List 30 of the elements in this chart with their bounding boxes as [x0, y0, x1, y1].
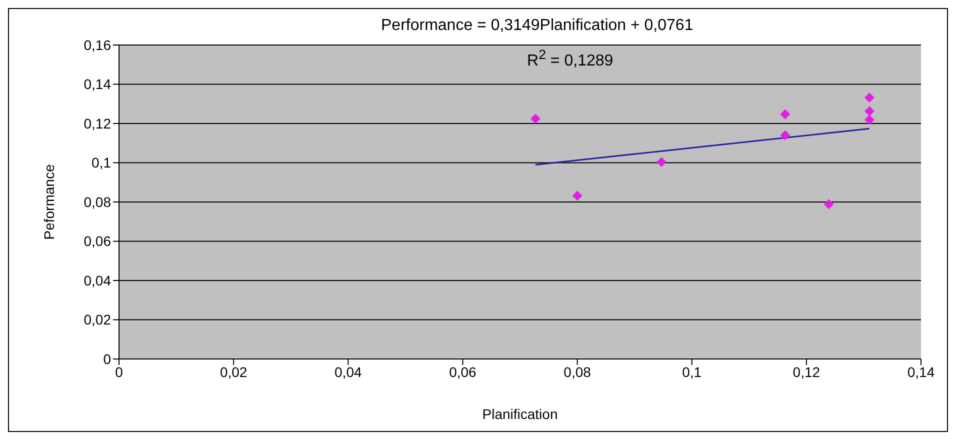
y-tick-label: 0,02	[84, 312, 112, 328]
annotation: R$^{2}$ = 0,1289	[527, 47, 614, 70]
x-tick-label: 0	[115, 364, 124, 380]
point	[864, 114, 874, 125]
x-tick-label: 0,02	[220, 364, 248, 380]
y-tick-label: 0,1	[92, 154, 112, 171]
y-tick-label: 0,06	[84, 233, 112, 250]
x-tick-label: 0,04	[334, 364, 362, 380]
y-tick-label: 0,14	[84, 76, 112, 92]
y-tick-label: 0,08	[84, 194, 112, 210]
point	[864, 106, 874, 116]
x-tick-label: 0,1	[682, 364, 702, 380]
y-axis-title: Peformance	[40, 164, 57, 240]
point	[780, 130, 790, 140]
text: Performance = 0,3149Planification + 0,0761	[381, 17, 694, 35]
x-tick-label: 0,12	[792, 364, 820, 380]
y-tick-label: 0	[103, 350, 112, 367]
x-tick-label: 0,06	[449, 364, 477, 380]
point	[824, 199, 834, 210]
point	[780, 109, 790, 120]
x-tick-label: 0,08	[564, 364, 592, 380]
x-tick-label: 0,14	[907, 364, 935, 380]
y-tick-label: 0,04	[84, 272, 112, 288]
point	[572, 190, 582, 201]
y-tick-label: 0,16	[84, 36, 112, 53]
point	[864, 92, 874, 103]
x-axis-title: Planification	[482, 406, 558, 422]
point	[656, 156, 666, 167]
y-tick-label: 0,12	[84, 115, 112, 132]
point	[530, 114, 540, 124]
